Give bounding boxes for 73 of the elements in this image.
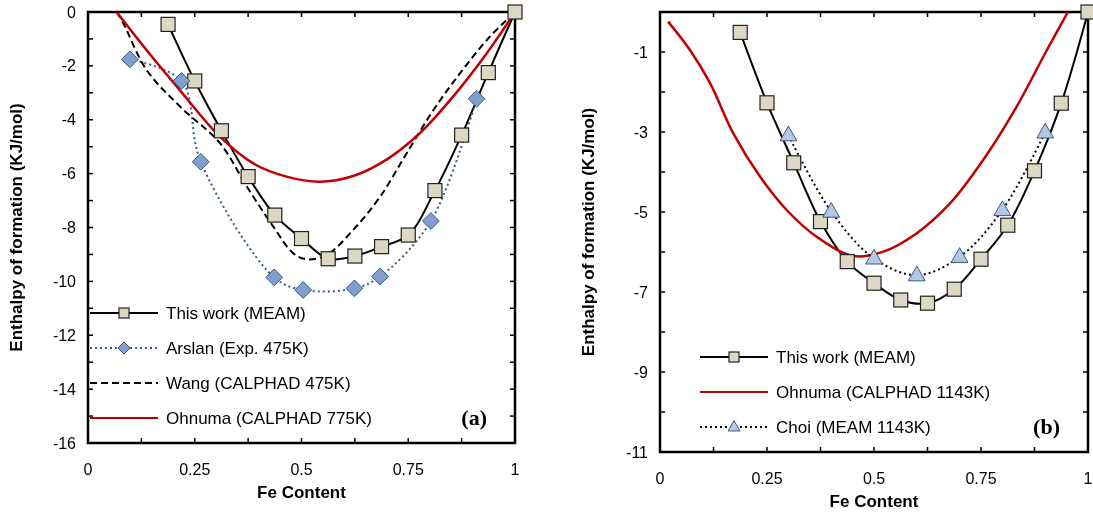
point bbox=[732, 24, 748, 40]
y-tick-label: -5 bbox=[633, 203, 649, 221]
legend-label: Wang (CALPHAD 475K) bbox=[166, 373, 351, 393]
y-tick-label: -6 bbox=[61, 165, 77, 183]
point bbox=[294, 281, 313, 299]
legend-label: This work (MEAM) bbox=[776, 347, 916, 367]
point bbox=[973, 251, 989, 267]
legend-label: Ohnuma (CALPHAD 775K) bbox=[166, 408, 372, 428]
annotation: (a) bbox=[461, 405, 487, 430]
y-tick-label: -8 bbox=[61, 219, 77, 237]
y-tick-label: -14 bbox=[52, 380, 77, 398]
point bbox=[759, 95, 775, 111]
y-tick-label: -16 bbox=[52, 434, 77, 452]
x-tick-label: 0.5 bbox=[290, 461, 313, 478]
x-tick-label: 1 bbox=[1083, 470, 1093, 487]
point bbox=[1026, 163, 1043, 179]
y-tick-label: -12 bbox=[52, 326, 77, 344]
y-tick-label: -1 bbox=[633, 43, 649, 61]
x-tick-label: 0.75 bbox=[392, 461, 424, 478]
y-tick-label: -9 bbox=[633, 363, 649, 381]
y-tick-label: 0 bbox=[67, 3, 77, 21]
point bbox=[786, 155, 802, 171]
x-tick-label: 1 bbox=[510, 461, 520, 478]
x-tick-label: 0.5 bbox=[862, 470, 886, 487]
point bbox=[480, 65, 496, 81]
y-axis-title: Enthalpy of formation (KJ/mol) bbox=[7, 103, 26, 352]
point bbox=[467, 89, 486, 108]
point bbox=[400, 227, 416, 243]
point bbox=[919, 295, 936, 311]
point bbox=[240, 168, 256, 185]
point bbox=[371, 267, 389, 286]
x-tick-label: 0.25 bbox=[179, 461, 211, 478]
point bbox=[213, 123, 230, 139]
x-tick-label: 0.25 bbox=[751, 470, 783, 487]
point bbox=[160, 16, 176, 32]
point bbox=[421, 212, 440, 230]
point bbox=[893, 292, 909, 308]
point bbox=[187, 73, 203, 89]
point bbox=[507, 4, 523, 20]
point bbox=[373, 239, 390, 255]
legend-label: This work (MEAM) bbox=[166, 303, 306, 323]
point bbox=[427, 183, 443, 199]
x-axis-title: Fe Content bbox=[829, 492, 919, 511]
point bbox=[946, 281, 962, 297]
point bbox=[1053, 95, 1069, 111]
legend-label: Choi (MEAM 1143K) bbox=[776, 417, 931, 437]
x-tick-label: 0 bbox=[655, 470, 665, 487]
point bbox=[347, 248, 363, 264]
y-tick-label: -3 bbox=[633, 123, 649, 141]
y-axis-title: Enthalpy of formation (KJ/mol) bbox=[579, 107, 598, 357]
point bbox=[293, 230, 310, 247]
point bbox=[345, 279, 364, 298]
point bbox=[191, 152, 210, 171]
x-axis-title: Fe Content bbox=[257, 483, 347, 502]
y-tick-label: -2 bbox=[61, 57, 77, 75]
point bbox=[267, 207, 283, 223]
point bbox=[172, 72, 191, 90]
legend-label: Ohnuma (CALPHAD 1143K) bbox=[776, 382, 991, 402]
point bbox=[120, 50, 139, 69]
y-tick-label: -10 bbox=[52, 272, 77, 290]
point bbox=[839, 254, 855, 270]
point bbox=[454, 127, 470, 143]
x-tick-label: 0 bbox=[83, 461, 93, 478]
point bbox=[1000, 217, 1016, 233]
y-tick-label: -7 bbox=[633, 283, 649, 301]
point bbox=[320, 251, 336, 267]
x-tick-label: 0.75 bbox=[965, 470, 997, 487]
y-tick-label: -11 bbox=[626, 443, 649, 461]
point bbox=[866, 275, 882, 291]
y-tick-label: -4 bbox=[61, 111, 77, 129]
point bbox=[265, 268, 284, 287]
annotation: (b) bbox=[1033, 414, 1060, 439]
legend-label: Arslan (Exp. 475K) bbox=[166, 338, 309, 358]
